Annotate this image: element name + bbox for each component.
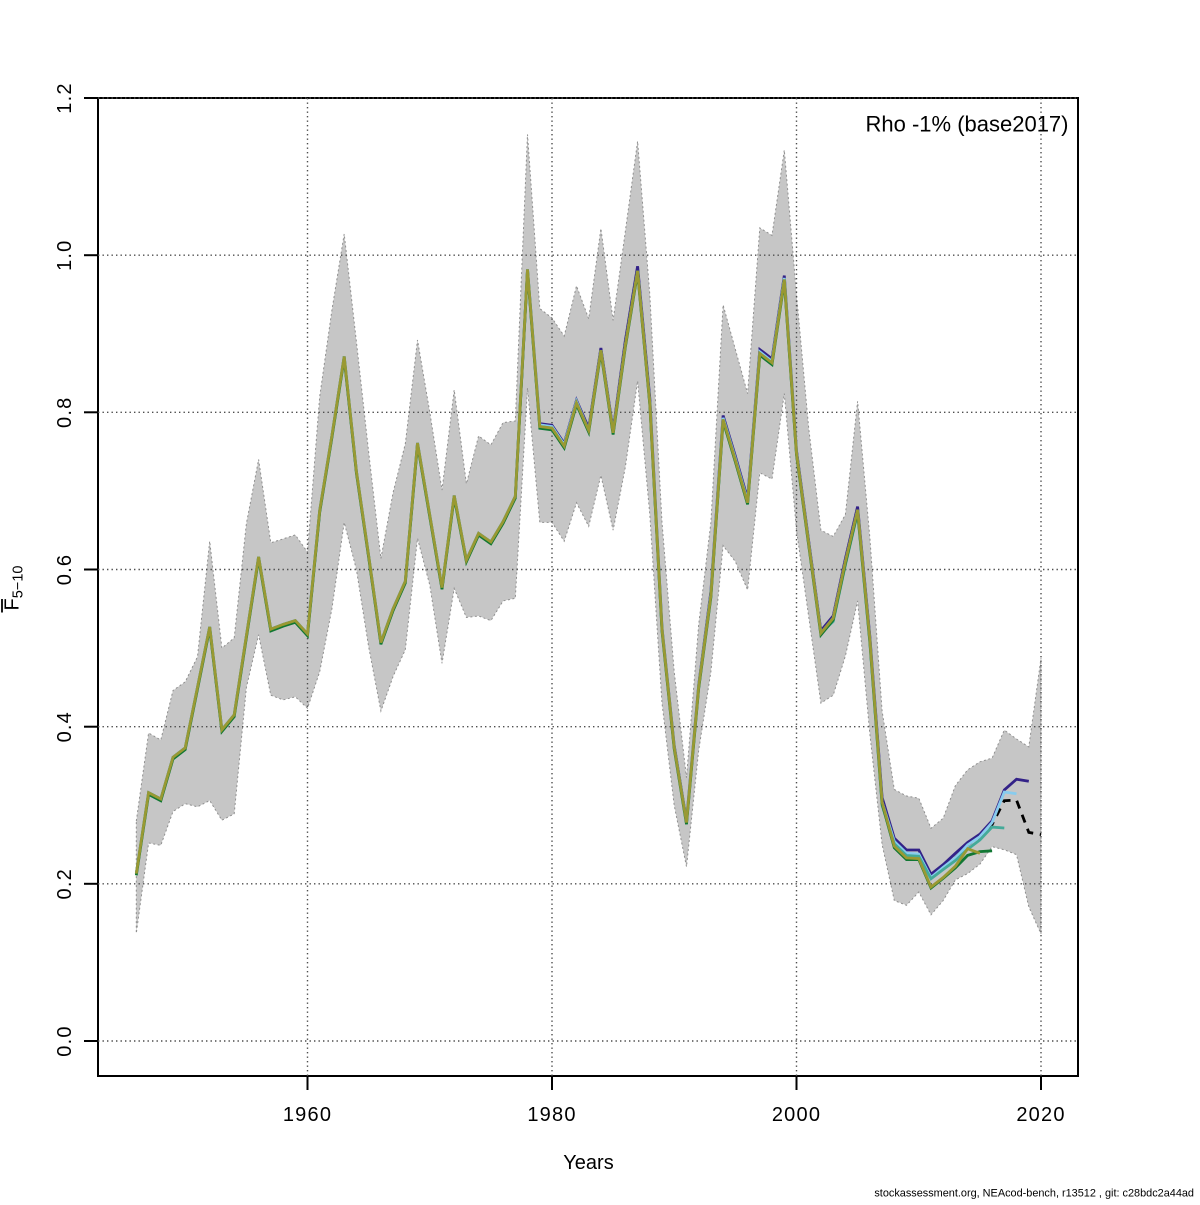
svg-text:0.6: 0.6 [54,554,76,585]
svg-text:1.0: 1.0 [54,239,76,270]
svg-text:stockassessment.org, NEAcod-be: stockassessment.org, NEAcod-bench, r1351… [874,1188,1194,1200]
svg-text:0.0: 0.0 [54,1025,76,1056]
svg-text:1960: 1960 [283,1104,332,1126]
svg-text:0.8: 0.8 [54,397,76,428]
svg-text:2000: 2000 [772,1104,821,1126]
svg-text:2020: 2020 [1016,1104,1065,1126]
svg-text:Years: Years [563,1152,613,1174]
svg-text:1.2: 1.2 [54,82,76,113]
svg-text:0.4: 0.4 [54,711,76,742]
svg-text:Rho -1% (base2017): Rho -1% (base2017) [865,112,1068,137]
svg-text:0.2: 0.2 [54,868,76,899]
svg-text:1980: 1980 [527,1104,576,1126]
